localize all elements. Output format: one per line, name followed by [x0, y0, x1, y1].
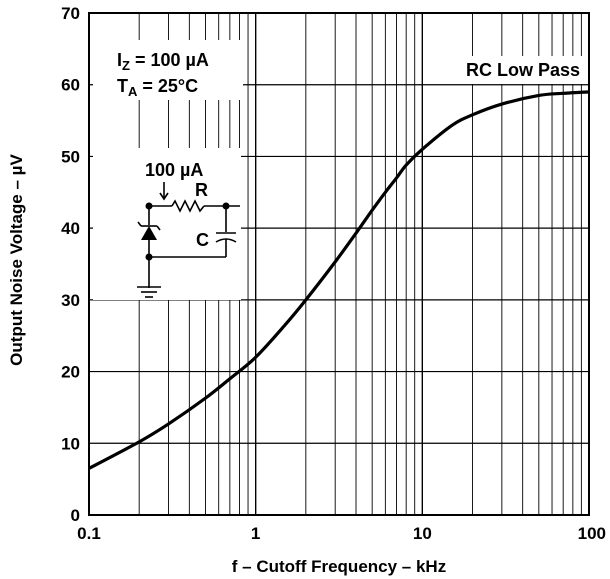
- x-axis-title: f – Cutoff Frequency – kHz: [232, 557, 446, 576]
- y-tick-label: 60: [61, 76, 80, 95]
- y-tick-label: 10: [61, 434, 80, 453]
- circuit-resistor-label: R: [195, 180, 208, 200]
- series-layer: [88, 90, 590, 470]
- circuit-node: [222, 202, 230, 210]
- series-line: [88, 90, 590, 470]
- circuit-capacitor-label: C: [196, 230, 209, 250]
- series-label-annotation: RC Low Pass: [438, 56, 588, 84]
- ta-condition: TA = 25°C: [117, 76, 198, 99]
- conditions-annotation: IZ = 100 µA TA = 25°C: [93, 40, 243, 100]
- circuit-node: [145, 202, 153, 210]
- circuit-node: [145, 253, 153, 261]
- plot-frame: [88, 12, 590, 516]
- y-axis-title: Output Noise Voltage – µV: [7, 154, 26, 366]
- x-tick-label: 100: [578, 524, 606, 543]
- series-label: RC Low Pass: [466, 60, 580, 80]
- conditions-box: [93, 40, 243, 100]
- zener-diode-symbol: [141, 226, 157, 240]
- y-tick-label: 50: [61, 147, 80, 166]
- series-label-box: [438, 56, 588, 84]
- y-tick-label: 20: [61, 363, 80, 382]
- iz-condition: IZ = 100 µA: [117, 50, 209, 73]
- x-tick-label: 1: [251, 524, 260, 543]
- y-tick-label: 0: [71, 506, 80, 525]
- circuit-inset: 100 µA R C: [93, 148, 241, 300]
- y-tick-label: 30: [61, 291, 80, 310]
- x-tick-label: 0.1: [77, 524, 101, 543]
- y-tick-label: 40: [61, 219, 80, 238]
- circuit-current-label: 100 µA: [145, 160, 203, 180]
- circuit-schematic: [137, 182, 240, 298]
- tick-labels: 0 10 20 30 40 50 60 70 0.1 1 10 100: [61, 4, 606, 543]
- x-tick-label: 10: [413, 524, 432, 543]
- y-tick-label: 70: [61, 4, 80, 23]
- circuit-box: [93, 148, 241, 300]
